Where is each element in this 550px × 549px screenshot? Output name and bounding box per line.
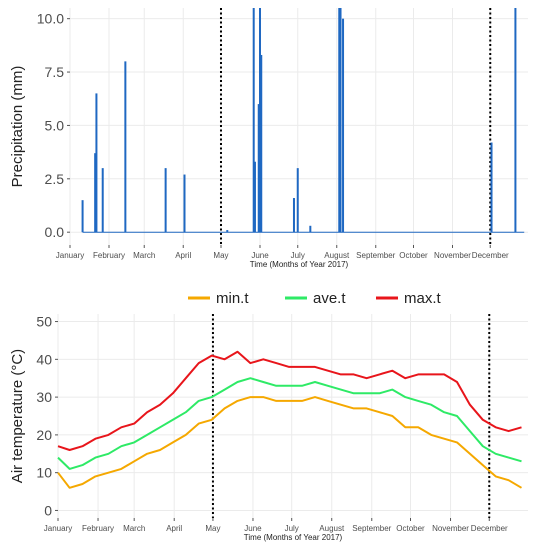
precipitation-bar bbox=[342, 18, 345, 233]
x-axis-label: Time (Months of Year 2017) bbox=[244, 533, 343, 542]
y-tick-label: 10.0 bbox=[37, 11, 64, 27]
precipitation-bar bbox=[257, 104, 260, 233]
series-line-max.t bbox=[57, 350, 522, 451]
y-tick-label: 7.5 bbox=[45, 64, 65, 80]
x-tick-label: May bbox=[205, 524, 220, 533]
precipitation-bar bbox=[124, 61, 127, 233]
x-tick-label: June bbox=[251, 251, 269, 260]
x-tick-label: December bbox=[471, 524, 508, 533]
precipitation-bar bbox=[252, 8, 255, 233]
y-tick-label: 20 bbox=[36, 427, 52, 443]
precipitation-bar bbox=[309, 225, 312, 233]
x-tick-label: May bbox=[213, 251, 228, 260]
precipitation-bar bbox=[339, 8, 342, 233]
precipitation-bar bbox=[338, 8, 341, 233]
precipitation-bar bbox=[296, 168, 299, 233]
precipitation-bar bbox=[183, 174, 186, 233]
x-tick-label: April bbox=[175, 251, 191, 260]
precipitation-bar bbox=[94, 153, 97, 233]
y-tick-label: 30 bbox=[36, 389, 52, 405]
x-tick-label: November bbox=[434, 251, 471, 260]
plot-area bbox=[70, 8, 528, 245]
legend-label-max.t: max.t bbox=[404, 290, 442, 307]
precipitation-bar bbox=[260, 54, 263, 233]
y-tick-label: 2.5 bbox=[45, 171, 65, 187]
x-tick-label: November bbox=[432, 524, 469, 533]
y-tick-label: 0.0 bbox=[45, 224, 65, 240]
legend-label-ave.t: ave.t bbox=[313, 290, 346, 307]
x-tick-label: January bbox=[44, 524, 72, 533]
x-tick-label: October bbox=[399, 251, 428, 260]
y-tick-label: 40 bbox=[36, 351, 52, 367]
plot-area bbox=[58, 314, 528, 518]
precipitation-bar bbox=[292, 198, 295, 233]
air-temperature-chart: 0 10 20 30 40 50 January February March April May J… bbox=[9, 314, 528, 542]
x-axis-label: Time (Months of Year 2017) bbox=[250, 260, 349, 269]
precipitation-bar bbox=[164, 168, 167, 233]
x-tick-label: September bbox=[356, 251, 395, 260]
x-tick-label: February bbox=[93, 251, 125, 260]
x-tick-label: March bbox=[133, 251, 155, 260]
y-tick-label: 5.0 bbox=[45, 117, 65, 133]
precipitation-bar bbox=[490, 142, 493, 233]
precipitation-bar bbox=[253, 161, 256, 233]
series-line-min.t bbox=[57, 396, 523, 489]
x-tick-label: March bbox=[123, 524, 145, 533]
precipitation-bar bbox=[258, 8, 261, 233]
y-tick-label: 0 bbox=[44, 502, 52, 518]
precipitation-bar bbox=[81, 200, 84, 233]
x-tick-label: July bbox=[285, 524, 299, 533]
y-tick-label: 50 bbox=[36, 314, 52, 330]
x-tick-label: April bbox=[166, 524, 182, 533]
precipitation-bar bbox=[226, 230, 229, 233]
x-tick-label: August bbox=[319, 524, 345, 533]
series-line-ave.t bbox=[57, 377, 522, 470]
x-tick-label: July bbox=[291, 251, 305, 260]
precipitation-bar bbox=[514, 8, 517, 233]
y-axis-label: Air temperature (°C) bbox=[9, 349, 26, 483]
precipitation-bar bbox=[101, 168, 104, 233]
x-tick-label: January bbox=[56, 251, 84, 260]
x-tick-label: June bbox=[244, 524, 262, 533]
x-tick-label: September bbox=[352, 524, 391, 533]
x-tick-label: December bbox=[472, 251, 509, 260]
x-tick-label: October bbox=[396, 524, 425, 533]
y-tick-label: 10 bbox=[36, 465, 52, 481]
legend: min.t ave.t max.t bbox=[188, 290, 442, 307]
precipitation-bar bbox=[95, 93, 98, 233]
precipitation-chart: 0.0 2.5 5.0 7.5 10.0 January February March Apri… bbox=[9, 8, 528, 269]
y-axis-label: Precipitation (mm) bbox=[9, 66, 26, 188]
x-tick-label: February bbox=[82, 524, 114, 533]
legend-label-min.t: min.t bbox=[216, 290, 249, 307]
x-tick-label: August bbox=[324, 251, 350, 260]
